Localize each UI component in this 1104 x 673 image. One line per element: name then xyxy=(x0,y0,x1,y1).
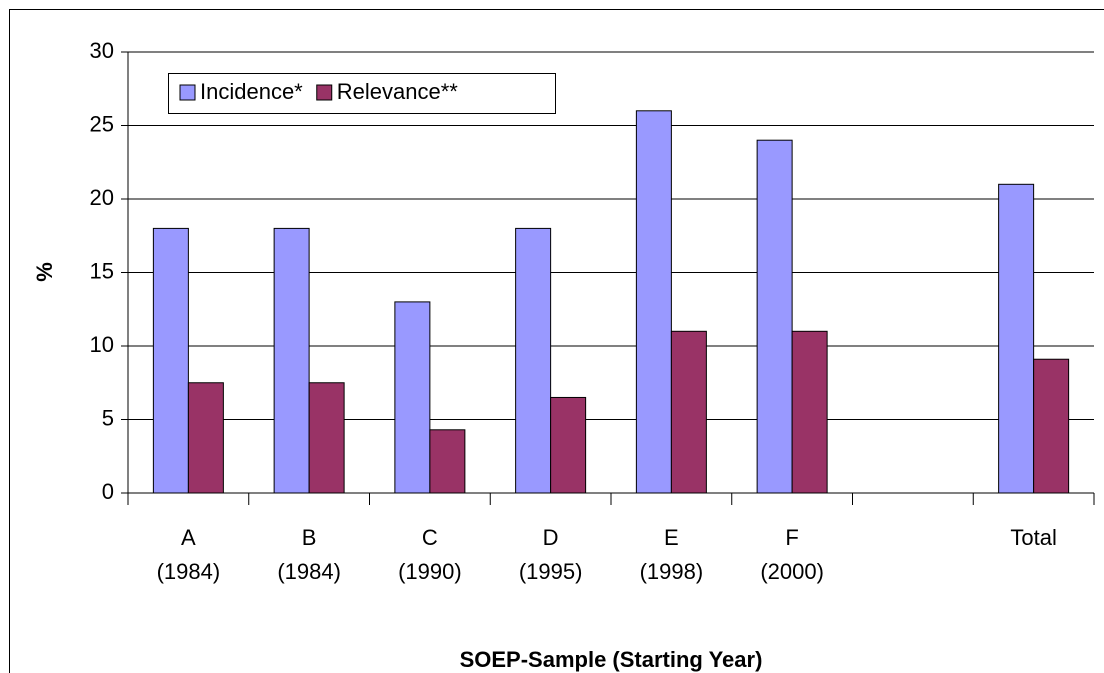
bar xyxy=(791,330,828,494)
x-axis-label: SOEP-Sample (Starting Year) xyxy=(460,647,763,672)
bar xyxy=(187,382,224,494)
bar xyxy=(756,139,793,494)
x-tick-label: C (1990) xyxy=(398,525,462,584)
bar xyxy=(670,330,707,494)
x-tick-label: B (1984) xyxy=(277,525,341,584)
bar xyxy=(273,227,310,494)
y-tick-label: 10 xyxy=(90,332,114,357)
legend: Incidence* Relevance** xyxy=(168,73,556,114)
y-tick-label: 25 xyxy=(90,111,114,136)
bar xyxy=(515,227,552,494)
bar xyxy=(550,396,587,494)
x-tick-label: D (1995) xyxy=(519,525,583,584)
bar xyxy=(308,382,345,494)
bar xyxy=(429,429,466,494)
x-tick-label: A (1984) xyxy=(157,525,221,584)
y-tick-label: 0 xyxy=(102,479,114,504)
y-axis-label: % xyxy=(32,262,57,282)
legend-label: Relevance** xyxy=(337,79,459,104)
y-tick-label: 20 xyxy=(90,185,114,210)
x-tick-label: F (2000) xyxy=(760,525,824,584)
bar xyxy=(635,110,672,494)
legend-swatch xyxy=(179,84,196,101)
legend-box xyxy=(168,73,556,114)
x-tick-label: Total xyxy=(1010,525,1056,550)
y-tick-label: 15 xyxy=(90,258,114,283)
bar xyxy=(152,227,189,494)
chart-frame xyxy=(9,9,1104,673)
bar xyxy=(1033,358,1070,494)
legend-label: Incidence* xyxy=(200,79,303,104)
bar xyxy=(998,183,1035,494)
y-tick-label: 5 xyxy=(102,405,114,430)
x-tick-label: E (1998) xyxy=(640,525,704,584)
legend-swatch xyxy=(316,84,333,101)
bar xyxy=(394,301,431,494)
y-tick-label: 30 xyxy=(90,38,114,63)
